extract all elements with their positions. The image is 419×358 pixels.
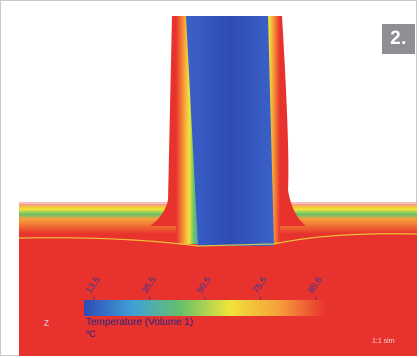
- mixing-boundary: [18, 233, 418, 247]
- colorbar-ticks: [93, 297, 317, 300]
- panel-badge: 2.: [382, 24, 415, 54]
- colorbar-unit: ºC: [86, 329, 96, 339]
- colorbar-title: Temperature (Volume 1): [86, 317, 194, 328]
- colorbar: [84, 300, 326, 316]
- axis-triad-mark: Z: [44, 319, 49, 328]
- branch-cold-core: [186, 16, 274, 246]
- watermark-text: 1:1 sim: [372, 338, 395, 345]
